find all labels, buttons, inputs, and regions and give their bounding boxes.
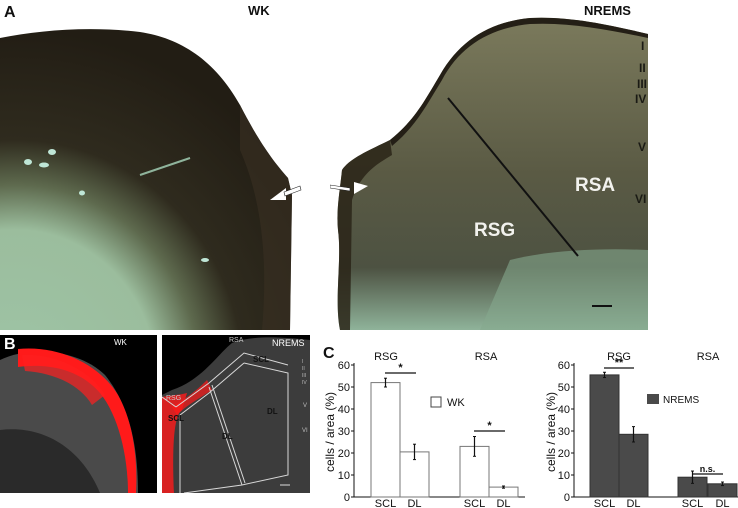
panel-b-nrems-title: NREMS [272,338,305,348]
svg-text:SCL: SCL [594,498,615,508]
layer-label-vi: VI [635,192,647,206]
bar-dl-1 [618,433,649,498]
layer-label-ii: II [639,61,646,75]
panel-b-wk-image [0,335,157,493]
panel-c-letter: C [323,345,335,362]
layer-label-iv: IV [635,92,647,106]
nrems-y-axis-label: cells / area (%) [544,392,558,472]
svg-text:*: * [487,420,492,432]
panel-b-region-rsa: RSA [229,337,244,344]
layer-label-i: I [641,39,645,53]
nrems-group-label-rsa: RSA [697,351,720,363]
nrems-group-label-rsg: RSG [607,351,631,363]
svg-text:**: ** [615,357,624,369]
panel-b-layer-iv: IV [302,380,307,386]
panel-b-zone-scl-rsg: SCL [168,414,184,423]
svg-text:SCL: SCL [682,498,703,508]
svg-text:10: 10 [338,470,350,482]
svg-text:50: 50 [558,382,570,394]
panel-b-layer-labels: I II III IV [302,359,307,387]
svg-text:DL: DL [407,498,421,508]
panel-b-nrems-image [162,335,310,493]
nrems-legend: NREMS [647,394,699,406]
wk-legend-label: WK [447,397,465,409]
wk-group-label-rsg: RSG [374,351,398,363]
panel-b-zone-dl-rsa: DL [267,407,278,416]
svg-text:SCL: SCL [464,498,485,508]
svg-text:40: 40 [338,404,350,416]
wk-bars: SCL DL SCL DL * * [370,362,519,508]
nrems-legend-label: NREMS [663,395,699,406]
panel-a-nrems-micrograph [330,17,648,330]
svg-text:30: 30 [338,426,350,438]
panel-a-region-rsa: RSA [575,175,616,196]
panel-b-letter: B [4,336,16,353]
svg-text:DL: DL [715,498,729,508]
svg-text:60: 60 [558,360,570,372]
panel-a-nrems-title: NREMS [584,3,631,18]
svg-text:20: 20 [338,448,350,460]
layer-label-v: V [638,140,647,154]
svg-text:10: 10 [558,470,570,482]
arrowhead-icon [270,188,286,200]
rsg-rsa-boundary-line [447,97,579,257]
layer-label-iii: III [637,77,648,91]
panel-a-region-rsg: RSG [474,220,516,241]
panel-a-letter: A [4,4,16,21]
wk-group-label-rsa: RSA [475,351,498,363]
svg-text:DL: DL [626,498,640,508]
panel-b-layer-ii: II [302,366,305,372]
panel-a-wk-title: WK [248,3,270,18]
bar-scl-0 [370,382,401,498]
bar-scl-0 [589,374,620,498]
nrems-y-axis-ticks: 0 10 20 30 40 50 60 [558,360,574,504]
chart-wk: cells / area (%) 0 10 20 30 40 50 60 SCL DL SCL D… [323,351,525,508]
svg-text:60: 60 [338,360,350,372]
panel-a-wk-micrograph [0,29,302,330]
nrems-legend-swatch [647,394,659,404]
nrems-bars: SCL DL SCL DL ** n.s. [589,357,738,508]
svg-text:30: 30 [558,426,570,438]
svg-text:40: 40 [558,404,570,416]
svg-text:n.s.: n.s. [700,464,716,474]
chart-nrems: cells / area (%) 0 10 20 30 40 50 60 SCL DL SCL D… [544,351,738,508]
svg-text:0: 0 [564,492,570,504]
panel-b-layer-iii: III [302,373,307,379]
panel-b-layer-i: I [302,359,304,365]
svg-text:50: 50 [338,382,350,394]
panel-b-zone-scl-rsa: SCL [253,355,269,364]
panel-b-layer-vi: VI [302,428,308,434]
wk-y-axis-ticks: 0 10 20 30 40 50 60 [338,360,354,504]
wk-legend: WK [430,396,465,409]
svg-text:*: * [398,362,403,374]
panel-b-region-rsg: RSG [166,395,182,402]
panel-b-layer-v: V [303,403,308,409]
panel-b-zone-dl-rsg: DL [222,432,233,441]
svg-text:DL: DL [496,498,510,508]
wk-legend-swatch [430,396,442,408]
svg-text:20: 20 [558,448,570,460]
wk-y-axis-label: cells / area (%) [323,392,337,472]
panel-b-wk-title: WK [114,338,127,347]
svg-text:SCL: SCL [375,498,396,508]
svg-text:0: 0 [344,492,350,504]
